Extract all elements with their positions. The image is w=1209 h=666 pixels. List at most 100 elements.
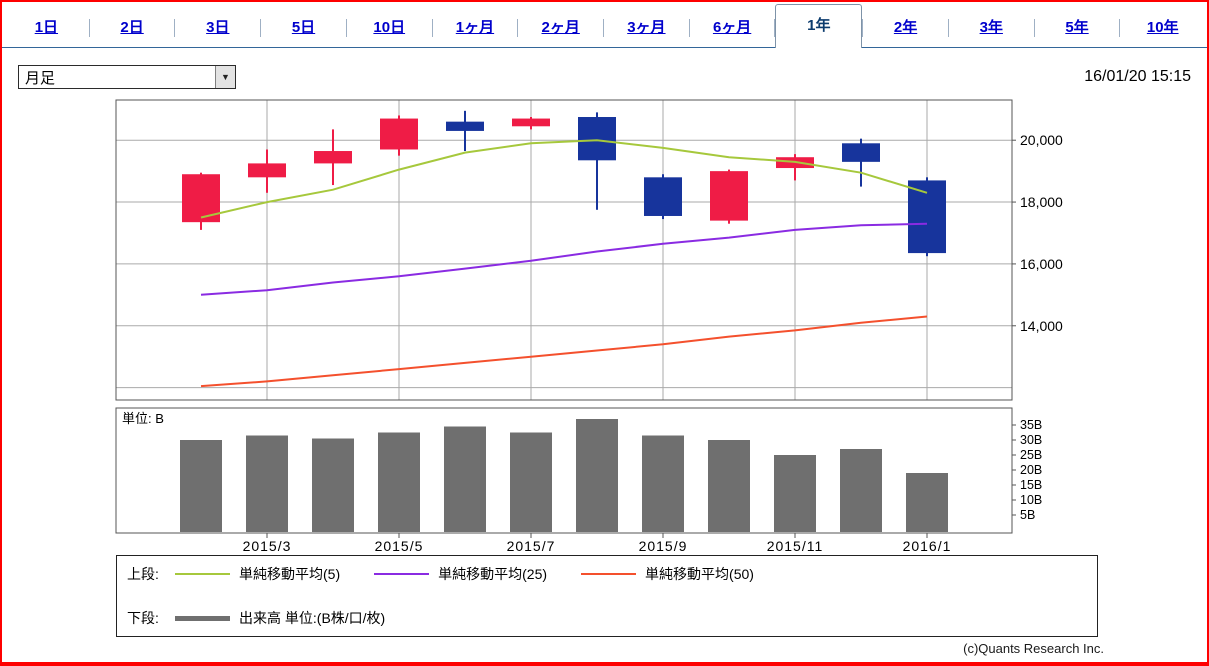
tab-separator	[1033, 18, 1035, 37]
sma5-line	[200, 139, 928, 219]
legend-upper-label: 上段:	[127, 566, 159, 582]
candle	[578, 112, 616, 210]
candle-body	[644, 177, 682, 216]
volume-bar	[444, 426, 486, 532]
tab-separator	[345, 18, 347, 37]
copyright: (c)Quants Research Inc.	[963, 641, 1104, 656]
volume-axis-label: 25B	[1020, 448, 1042, 462]
period-tab-0[interactable]: 1日	[34, 19, 59, 36]
legend-swatch	[374, 573, 430, 575]
tab-separator	[862, 18, 864, 37]
tab-separator	[1119, 18, 1121, 37]
x-axis-label: 2015/7	[507, 538, 556, 554]
chart-legend: 上段: 単純移動平均(5) 単純移動平均(25) 単純移動平均(50) 下段: 出来…	[116, 555, 1098, 637]
period-tab-5[interactable]: 1ヶ月	[455, 19, 495, 36]
candle-body	[512, 118, 550, 127]
x-axis-label: 2015/3	[243, 538, 292, 554]
candle-body	[578, 117, 616, 161]
legend-item: 単純移動平均(5)	[175, 564, 340, 584]
volume-bar	[180, 440, 222, 532]
legend-label: 単純移動平均(5)	[239, 566, 341, 582]
volume-axis-label: 15B	[1020, 478, 1042, 492]
candle-body	[314, 151, 352, 164]
tab-separator	[431, 18, 433, 37]
volume-plot-border	[115, 407, 1013, 534]
tab-separator	[947, 18, 949, 37]
controls-row: 月足 ▼ 16/01/20 15:15	[18, 64, 1191, 90]
timeframe-select[interactable]: 月足 ▼	[18, 65, 236, 89]
tab-separator	[688, 18, 690, 37]
candle	[644, 174, 682, 220]
candle	[182, 172, 220, 230]
legend-upper-items: 単純移動平均(5) 単純移動平均(25) 単純移動平均(50)	[175, 564, 788, 584]
volume-bar	[774, 455, 816, 532]
volume-bar	[378, 432, 420, 532]
period-tab-7[interactable]: 3ヶ月	[627, 19, 666, 36]
legend-swatch	[581, 573, 637, 575]
tab-separator	[517, 18, 519, 37]
sma50-line	[200, 315, 928, 388]
volume-axis-label: 20B	[1020, 463, 1042, 477]
volume-axis-label: 5B	[1020, 508, 1035, 522]
tab-separator	[174, 18, 176, 37]
candle-body	[842, 143, 880, 162]
volume-bar	[510, 432, 552, 532]
volume-axis-label: 10B	[1020, 493, 1042, 507]
candle-body	[182, 174, 220, 223]
volume-bar	[906, 473, 948, 532]
candle-body	[248, 163, 286, 178]
period-tab-11[interactable]: 3年	[979, 19, 1003, 36]
volume-axis-label: 35B	[1020, 418, 1042, 432]
legend-lower-label: 下段:	[127, 610, 159, 626]
volume-bar	[708, 440, 750, 532]
legend-lower-items: 出来高 単位:(B株/口/枚)	[175, 608, 419, 628]
volume-bar	[642, 435, 684, 532]
tab-separator	[88, 18, 90, 37]
tab-separator	[774, 18, 776, 37]
legend-item: 単純移動平均(50)	[581, 564, 754, 584]
period-tab-6[interactable]: 2ヶ月	[541, 19, 580, 36]
candle	[842, 138, 880, 187]
legend-label: 出来高 単位:(B株/口/枚)	[239, 610, 386, 626]
period-tab-12[interactable]: 5年	[1065, 19, 1089, 36]
legend-swatch	[175, 573, 230, 575]
legend-swatch	[175, 615, 230, 621]
candle	[710, 169, 748, 224]
timeframe-select-value: 月足	[25, 69, 56, 87]
period-tab-3[interactable]: 5日	[291, 19, 316, 36]
candle	[446, 110, 484, 152]
volume-unit-label: 単位: B	[122, 411, 164, 426]
legend-label: 単純移動平均(50)	[645, 566, 754, 582]
legend-upper-row: 上段: 単純移動平均(5) 単純移動平均(25) 単純移動平均(50)	[127, 564, 1087, 584]
quote-timestamp: 16/01/20 15:15	[1084, 68, 1191, 85]
volume-bar	[576, 419, 618, 532]
candle	[380, 115, 418, 156]
period-tab-9[interactable]: 1年	[775, 4, 863, 48]
x-axis-label: 2015/5	[375, 538, 424, 554]
tab-separator	[260, 18, 262, 37]
volume-bar	[840, 449, 882, 532]
period-tab-8[interactable]: 6ヶ月	[712, 19, 752, 36]
sma25-line	[200, 222, 928, 296]
period-tab-4[interactable]: 10日	[373, 19, 406, 36]
volume-axis-label: 30B	[1020, 433, 1042, 447]
candle	[512, 117, 550, 130]
x-axis-label: 2015/9	[639, 538, 688, 554]
period-tabbar: 1日 2日 3日 5日 10日 1ヶ月 2ヶ月 3ヶ月 6ヶ月 1年 2年 3年 5年 10年	[2, 2, 1207, 48]
legend-label: 単純移動平均(25)	[438, 566, 548, 582]
period-tab-1[interactable]: 2日	[120, 19, 144, 36]
candle-body	[776, 157, 814, 169]
price-axis-label: 20,000	[1020, 132, 1063, 148]
x-axis-label: 2016/1	[903, 538, 952, 554]
price-plot-border	[115, 99, 1013, 401]
period-tab-10[interactable]: 2年	[893, 19, 918, 36]
candle	[908, 177, 946, 257]
candle-body	[380, 118, 418, 150]
volume-bar	[312, 438, 354, 532]
price-axis-label: 16,000	[1020, 256, 1063, 272]
period-tab-13[interactable]: 10年	[1146, 19, 1179, 36]
chevron-down-icon[interactable]: ▼	[215, 66, 235, 88]
period-tab-2[interactable]: 3日	[206, 19, 230, 36]
legend-lower-row: 下段: 出来高 単位:(B株/口/枚)	[127, 608, 1087, 628]
